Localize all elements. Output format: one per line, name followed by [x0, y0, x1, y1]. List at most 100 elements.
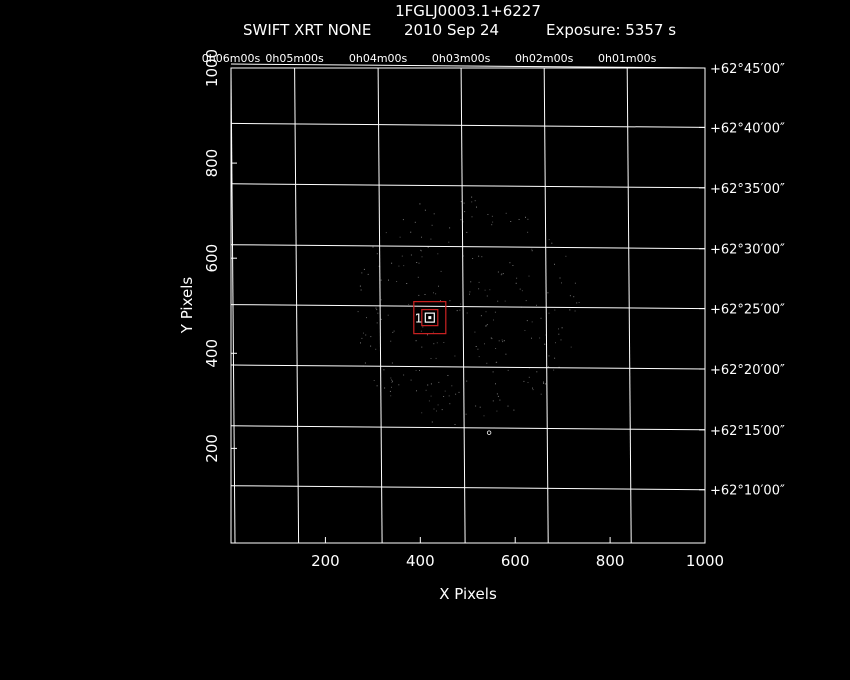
event-dot	[543, 381, 544, 383]
dec-grid-line	[230, 244, 706, 250]
event-dot	[525, 216, 526, 218]
event-dot	[448, 395, 450, 397]
event-dot	[478, 281, 480, 283]
source-inner-box	[421, 309, 439, 327]
event-dot	[531, 337, 532, 339]
event-dot	[486, 362, 488, 364]
event-dot	[422, 326, 424, 328]
event-dot	[401, 255, 403, 257]
event-dot	[410, 254, 412, 256]
event-dot	[421, 412, 423, 414]
event-dot	[433, 343, 435, 345]
event-dot	[558, 333, 560, 335]
event-dot	[391, 379, 392, 381]
event-dot	[443, 342, 445, 343]
event-dot	[443, 396, 445, 397]
event-dot	[540, 317, 542, 319]
event-dot	[398, 265, 400, 267]
event-dot	[532, 389, 534, 391]
event-dot	[416, 390, 417, 392]
event-dot	[360, 289, 362, 291]
event-dot	[515, 282, 517, 284]
event-dot	[385, 232, 387, 234]
event-dot	[462, 255, 464, 257]
event-dot	[403, 265, 405, 267]
dec-tick-label: +62°15′00″	[710, 424, 785, 439]
dec-grid-line	[230, 304, 706, 310]
y-tick-label: 1000	[203, 49, 221, 87]
subtitle-instrument: SWIFT XRT NONE	[243, 21, 371, 39]
dec-grid-line	[230, 425, 706, 431]
event-dot	[484, 343, 485, 345]
event-dot	[427, 384, 429, 386]
event-dot	[547, 292, 549, 294]
event-dot	[449, 227, 451, 229]
event-dot	[433, 213, 435, 215]
event-dot	[474, 331, 476, 333]
event-dot	[475, 346, 477, 347]
event-dot	[539, 337, 541, 339]
event-dot	[471, 201, 473, 203]
ra-grid-line	[460, 67, 466, 544]
event-dot	[419, 370, 420, 371]
source-region: 1	[413, 301, 447, 335]
event-dot	[384, 387, 386, 389]
event-dot	[493, 319, 494, 321]
event-dot	[477, 348, 479, 350]
event-dot	[485, 325, 487, 327]
y-axis-ticks: 200 400 600 800 1000	[203, 49, 237, 463]
event-dot	[551, 242, 553, 244]
event-dot	[518, 219, 520, 220]
event-dot	[402, 219, 404, 221]
event-dot	[554, 309, 556, 311]
event-dot	[444, 390, 446, 392]
event-dot	[507, 369, 509, 371]
event-dot	[484, 289, 486, 291]
event-dot	[415, 340, 417, 342]
event-dot	[373, 380, 375, 381]
event-dot	[418, 262, 420, 264]
event-dot	[427, 334, 428, 336]
event-dot	[454, 355, 456, 357]
event-dot	[513, 409, 515, 411]
event-dot	[430, 383, 432, 385]
event-dot	[500, 274, 502, 276]
event-dot	[435, 293, 437, 295]
event-dot	[536, 371, 538, 373]
event-dot	[494, 311, 496, 313]
dec-grid-line	[230, 364, 706, 370]
ra-tick-label: 0h06m00s	[202, 52, 261, 65]
event-dot	[454, 424, 456, 425]
event-dot	[574, 310, 576, 312]
event-dot	[478, 288, 480, 290]
event-dot	[499, 399, 501, 401]
event-dot	[548, 355, 550, 357]
event-dot	[485, 325, 487, 327]
event-dot	[364, 362, 366, 364]
event-dot	[554, 357, 556, 359]
event-dot	[496, 361, 498, 363]
event-dot	[475, 405, 477, 407]
event-dot	[421, 346, 423, 348]
event-dot	[408, 303, 410, 305]
event-dot	[466, 380, 468, 382]
event-dot	[486, 324, 488, 326]
source-label: 1	[415, 312, 423, 326]
dec-axis-ticks: +62°45′00″ +62°40′00″ +62°35′00″ +62°30′00″…	[699, 62, 785, 499]
event-dot	[478, 255, 480, 257]
event-dot	[375, 348, 377, 350]
event-dot	[403, 374, 405, 376]
event-dot	[503, 340, 505, 342]
dec-grid-line	[230, 183, 706, 189]
dec-tick-label: +62°30′00″	[710, 243, 785, 258]
event-dot	[363, 332, 364, 334]
event-dot	[483, 415, 485, 417]
event-dot	[574, 282, 576, 284]
event-dot	[361, 337, 363, 339]
event-dot	[498, 340, 500, 342]
event-dot	[389, 390, 391, 392]
event-dot	[437, 253, 439, 255]
event-dot	[505, 212, 507, 214]
event-dot	[390, 340, 392, 342]
event-dot	[438, 381, 440, 383]
